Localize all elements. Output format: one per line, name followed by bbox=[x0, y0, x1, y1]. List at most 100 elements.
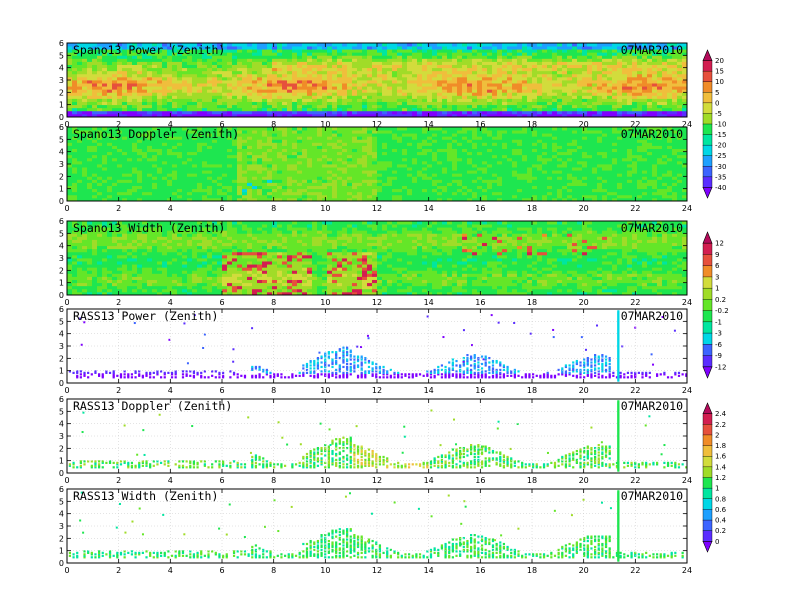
heatmap-cell bbox=[187, 83, 193, 87]
heatmap-cell bbox=[67, 67, 73, 72]
heatmap-cell bbox=[447, 145, 453, 149]
heatmap-cell bbox=[97, 133, 103, 137]
heatmap-cell bbox=[447, 73, 453, 78]
heatmap-cell bbox=[672, 70, 678, 75]
heatmap-cell bbox=[287, 157, 293, 162]
heatmap-cell bbox=[337, 151, 343, 156]
heatmap-cell bbox=[177, 49, 183, 53]
heatmap-cell bbox=[412, 167, 418, 171]
heatmap-cell bbox=[87, 136, 93, 140]
heatmap-cell bbox=[382, 133, 388, 137]
heatmap-cell bbox=[522, 52, 528, 56]
heatmap-cell bbox=[252, 148, 258, 153]
heatmap-cell bbox=[192, 70, 198, 75]
heatmap-cell bbox=[567, 55, 573, 59]
heatmap-cell bbox=[262, 154, 268, 159]
heatmap-cell bbox=[517, 86, 523, 90]
heatmap-cell bbox=[447, 67, 453, 72]
heatmap-cell bbox=[307, 86, 313, 90]
heatmap-cell bbox=[147, 164, 153, 168]
heatmap-cell bbox=[157, 164, 163, 168]
heatmap-cell bbox=[187, 49, 193, 53]
heatmap-cell bbox=[242, 194, 248, 199]
heatmap-cell bbox=[627, 95, 633, 99]
heatmap-cell bbox=[67, 188, 73, 193]
heatmap-cell bbox=[347, 164, 353, 168]
heatmap-cell bbox=[622, 89, 628, 93]
heatmap-cell bbox=[432, 86, 438, 90]
heatmap-cell bbox=[127, 160, 133, 165]
heatmap-cell bbox=[402, 43, 408, 47]
heatmap-cell bbox=[237, 58, 243, 62]
heatmap-cell bbox=[332, 182, 338, 186]
heatmap-cell bbox=[147, 176, 153, 180]
heatmap-cell bbox=[212, 154, 218, 159]
heatmap-cell bbox=[107, 142, 113, 146]
heatmap-cell bbox=[452, 80, 458, 84]
heatmap-cell bbox=[392, 64, 398, 69]
heatmap-cell bbox=[672, 104, 678, 109]
heatmap-cell bbox=[177, 145, 183, 149]
heatmap-cell bbox=[127, 130, 133, 134]
heatmap-cell bbox=[97, 86, 103, 90]
heatmap-cell bbox=[472, 188, 478, 193]
heatmap-cell bbox=[617, 113, 623, 118]
heatmap-cell bbox=[242, 185, 248, 190]
heatmap-cell bbox=[387, 133, 393, 137]
heatmap-cell bbox=[437, 130, 443, 134]
heatmap-cell bbox=[217, 191, 223, 196]
heatmap-cell bbox=[327, 191, 333, 196]
heatmap-cell bbox=[297, 127, 303, 131]
heatmap-cell bbox=[657, 73, 663, 78]
heatmap-cell bbox=[372, 89, 378, 93]
heatmap-cell bbox=[242, 43, 248, 47]
heatmap-cell bbox=[337, 46, 343, 50]
heatmap-cell bbox=[447, 98, 453, 102]
heatmap-cell bbox=[362, 173, 368, 177]
heatmap-cell bbox=[342, 154, 348, 159]
heatmap-cell bbox=[532, 70, 538, 75]
heatmap-cell bbox=[152, 86, 158, 90]
heatmap-cell bbox=[472, 197, 478, 202]
heatmap-cell bbox=[237, 173, 243, 177]
heatmap-cell bbox=[387, 164, 393, 168]
heatmap-cell bbox=[547, 113, 553, 118]
heatmap-cell bbox=[382, 167, 388, 171]
heatmap-cell bbox=[187, 113, 193, 118]
heatmap-cell bbox=[567, 67, 573, 72]
heatmap-cell bbox=[417, 83, 423, 87]
heatmap-cell bbox=[267, 55, 273, 59]
heatmap-cell bbox=[127, 46, 133, 50]
heatmap-cell bbox=[677, 67, 683, 72]
heatmap-cell bbox=[232, 107, 238, 112]
heatmap-cell bbox=[247, 104, 253, 109]
heatmap-cell bbox=[342, 67, 348, 72]
heatmap-cell bbox=[402, 83, 408, 87]
heatmap-cell bbox=[462, 148, 468, 153]
heatmap-cell bbox=[352, 113, 358, 118]
heatmap-cell bbox=[267, 185, 273, 190]
heatmap-cell bbox=[407, 73, 413, 78]
heatmap-cell bbox=[532, 58, 538, 62]
heatmap-cell bbox=[247, 52, 253, 56]
heatmap-cell bbox=[212, 127, 218, 131]
heatmap-cell bbox=[132, 130, 138, 134]
heatmap-cell bbox=[472, 191, 478, 196]
heatmap-cell bbox=[137, 164, 143, 168]
heatmap-cell bbox=[617, 76, 623, 81]
heatmap-cell bbox=[347, 113, 353, 118]
heatmap-cell bbox=[302, 67, 308, 72]
heatmap-cell bbox=[322, 164, 328, 168]
heatmap-cell bbox=[392, 151, 398, 156]
heatmap-cell bbox=[332, 83, 338, 87]
heatmap-cell bbox=[652, 113, 658, 118]
heatmap-cell bbox=[662, 49, 668, 53]
heatmap-cell bbox=[557, 104, 563, 109]
heatmap-cell bbox=[92, 104, 98, 109]
heatmap-cell bbox=[392, 182, 398, 186]
heatmap-cell bbox=[252, 136, 258, 140]
heatmap-cell bbox=[307, 197, 313, 202]
heatmap-cell bbox=[102, 188, 108, 193]
heatmap-cell bbox=[217, 173, 223, 177]
heatmap-cell bbox=[152, 104, 158, 109]
